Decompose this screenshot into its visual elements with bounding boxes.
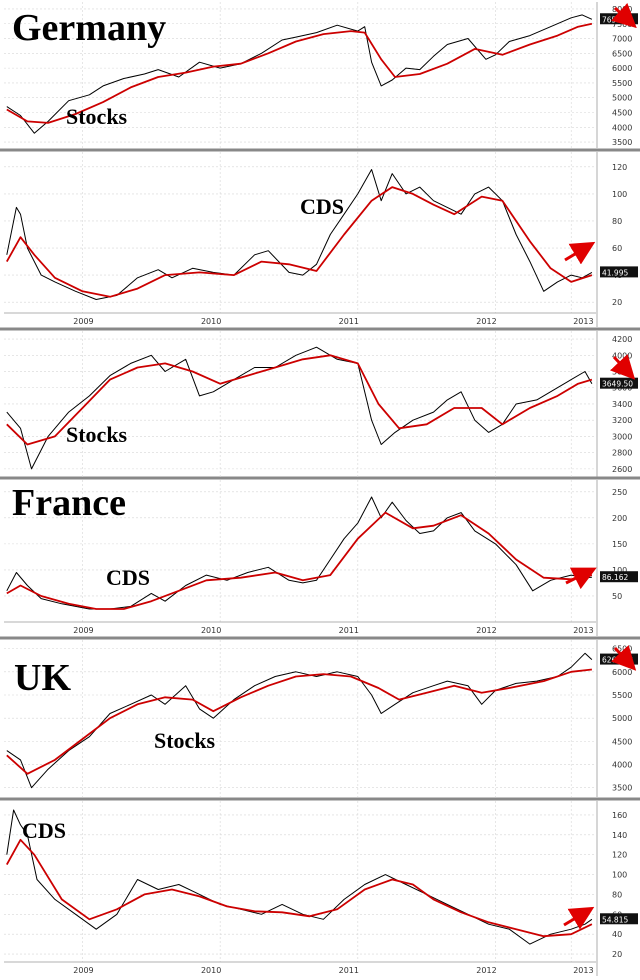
y-tick-label: 20 [612, 950, 622, 959]
y-tick-label: 200 [612, 514, 627, 523]
panel-france-stocks: 2600280030003200340036003800400042003649… [4, 331, 638, 477]
y-tick-label: 2800 [612, 449, 632, 458]
series-line-price [6, 809, 593, 945]
series-line-moving-average [6, 22, 593, 124]
last-value-label: 86.162 [602, 573, 628, 582]
series-line-moving-average [6, 354, 593, 446]
y-tick-label: 2600 [612, 465, 632, 474]
x-tick-label: 2010 [201, 966, 221, 975]
series-label: CDS [300, 194, 344, 219]
y-tick-label: 120 [612, 163, 627, 172]
panel-uk-stocks: 35004000450050005500600065006263.93Stock… [4, 640, 638, 797]
trend-arrow-up [563, 906, 595, 930]
series-line-moving-average [6, 511, 593, 610]
y-tick-label: 100 [612, 566, 627, 575]
x-tick-label: 2011 [339, 317, 359, 326]
y-tick-label: 3500 [612, 138, 632, 147]
y-tick-label: 5500 [612, 79, 632, 88]
y-tick-label: 80 [612, 890, 622, 899]
x-tick-label: 2011 [339, 966, 359, 975]
x-tick-label: 2013 [573, 317, 593, 326]
y-tick-label: 4000 [612, 123, 632, 132]
y-tick-label: 3400 [612, 400, 632, 409]
series-label: CDS [106, 565, 150, 590]
y-tick-label: 6500 [612, 49, 632, 58]
y-tick-label: 4000 [612, 761, 632, 770]
country-title: UK [14, 657, 71, 699]
y-tick-label: 40 [612, 930, 622, 939]
y-tick-label: 3200 [612, 416, 632, 425]
y-tick-label: 5000 [612, 94, 632, 103]
y-tick-label: 160 [612, 811, 627, 820]
x-tick-label: 2013 [573, 966, 593, 975]
series-line-moving-average [6, 838, 593, 938]
x-tick-label: 2010 [201, 626, 221, 635]
y-tick-label: 6000 [612, 668, 632, 677]
series-line-moving-average [6, 186, 593, 298]
y-tick-label: 7000 [612, 35, 632, 44]
y-tick-label: 250 [612, 488, 627, 497]
y-tick-label: 120 [612, 851, 627, 860]
series-label: Stocks [66, 104, 128, 129]
x-tick-label: 2012 [476, 317, 496, 326]
last-value-label: 6263.93 [602, 656, 633, 665]
x-tick-label: 2010 [201, 317, 221, 326]
y-tick-label: 4500 [612, 109, 632, 118]
trend-arrow-down [610, 354, 636, 380]
x-tick-label: 2012 [476, 626, 496, 635]
series-label: Stocks [66, 422, 128, 447]
last-value-label: 54.815 [602, 915, 628, 924]
y-tick-label: 5000 [612, 714, 632, 723]
x-tick-label: 2013 [573, 626, 593, 635]
x-tick-label: 2009 [73, 626, 93, 635]
y-tick-label: 80 [612, 217, 622, 226]
y-tick-label: 140 [612, 831, 627, 840]
trend-arrow-down [611, 645, 637, 671]
y-tick-label: 6000 [612, 64, 632, 73]
panel-germany-stocks: 3500400045005000550060006500700075008000… [4, 2, 638, 148]
x-tick-label: 2012 [476, 966, 496, 975]
last-value-tag [600, 913, 638, 925]
y-tick-label: 3800 [612, 368, 632, 377]
y-tick-label: 60 [612, 244, 622, 253]
last-value-tag [600, 571, 638, 583]
last-value-tag [600, 266, 638, 278]
country-title: Germany [12, 7, 166, 49]
trend-arrow-up [565, 567, 597, 590]
y-tick-label: 150 [612, 540, 627, 549]
last-value-label: 41.995 [602, 268, 628, 277]
series-label: Stocks [154, 728, 216, 753]
series-line-price [6, 346, 593, 470]
series-line-moving-average [6, 668, 592, 775]
last-value-label: 7652.14 [602, 15, 633, 24]
last-value-label: 3649.50 [602, 380, 633, 389]
series-label: CDS [22, 818, 66, 843]
y-tick-label: 50 [612, 592, 622, 601]
country-title: France [12, 482, 126, 524]
last-value-tag [600, 377, 638, 389]
panel-france-cds: 50 100 150 200 250 86.162 2009 2010 2011 2012 2013… [4, 480, 638, 636]
y-tick-label: 5500 [612, 691, 632, 700]
series-line-price [6, 14, 593, 134]
panel-germany-cds: 2040608010012041.99520092010201120122013… [4, 152, 638, 327]
trend-arrow-up [564, 241, 596, 265]
x-tick-label: 2009 [73, 317, 93, 326]
x-tick-label: 2009 [73, 966, 93, 975]
trend-arrow-down [611, 3, 637, 29]
series-line-price [6, 169, 593, 300]
y-tick-label: 3500 [612, 784, 632, 793]
y-tick-label: 4200 [612, 335, 632, 344]
y-tick-label: 3000 [612, 432, 632, 441]
series-line-price [6, 652, 593, 789]
y-tick-label: 20 [612, 298, 622, 307]
y-tick-label: 100 [612, 871, 627, 880]
y-tick-label: 4500 [612, 737, 632, 746]
panel-uk-cds: 2040608010012014016054.81520092010201120… [4, 801, 638, 976]
x-tick-label: 2011 [339, 626, 359, 635]
y-tick-label: 100 [612, 190, 627, 199]
